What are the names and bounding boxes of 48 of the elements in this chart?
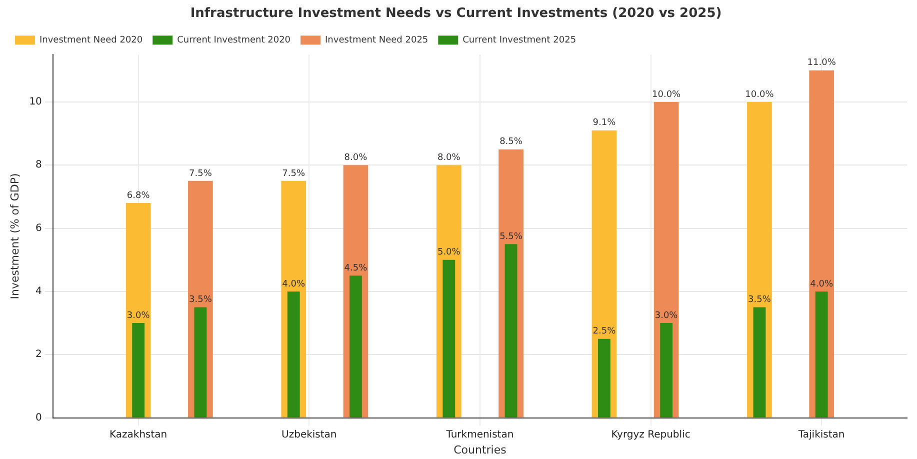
x-tick-label: Kazakhstan [110,429,168,440]
data-label: 4.5% [344,264,368,274]
y-axis-title: Investment (% of GDP) [8,173,22,300]
data-label: 7.5% [282,168,306,179]
bar [504,244,518,418]
bar [442,260,456,418]
bar [132,323,145,418]
legend-label: Investment Need 2020 [40,35,143,46]
data-label: 10.0% [652,90,682,100]
y-tick-label: 4 [36,286,42,298]
bar [598,338,610,418]
data-label: 5.0% [437,248,461,258]
bar [287,291,300,418]
legend-label: Investment Need 2025 [325,35,428,46]
x-axis-title: Countries [454,443,507,456]
data-label: 5.5% [500,232,523,242]
data-label: 3.0% [126,310,150,321]
bar [815,291,828,418]
data-label: 11.0% [807,58,836,68]
data-label: 4.0% [282,279,306,290]
x-tick-label: Uzbekistan [282,429,337,440]
data-label: 2.5% [592,326,616,337]
y-tick-label: 0 [36,412,42,424]
legend-label: Current Investment 2025 [462,35,576,46]
legend-label: Current Investment 2020 [177,35,291,46]
data-label: 8.5% [500,137,523,148]
y-tick-label: 10 [29,96,42,108]
y-tick-label: 2 [36,349,42,360]
data-label: 3.5% [189,295,212,306]
data-label: 3.0% [654,310,678,321]
bar [660,323,673,418]
data-label: 8.0% [344,152,368,163]
x-tick-label: Turkmenistan [445,429,514,440]
x-tick-label: Tajikistan [797,429,845,440]
data-label: 7.5% [189,168,212,179]
bar [194,307,207,418]
x-tick-label: Kyrgyz Republic [611,429,690,440]
data-label: 10.0% [745,90,774,100]
bar [753,307,766,418]
data-label: 6.8% [126,190,150,201]
data-label: 4.0% [810,279,834,290]
data-label: 3.5% [748,295,772,306]
chart-title: Infrastructure Investment Needs vs Current Investments (2020 vs 2025) [190,6,722,22]
data-label: 8.0% [437,152,461,163]
data-label: 9.1% [592,118,616,128]
bar [350,276,362,418]
y-tick-label: 8 [36,160,42,171]
y-tick-label: 6 [36,222,42,234]
